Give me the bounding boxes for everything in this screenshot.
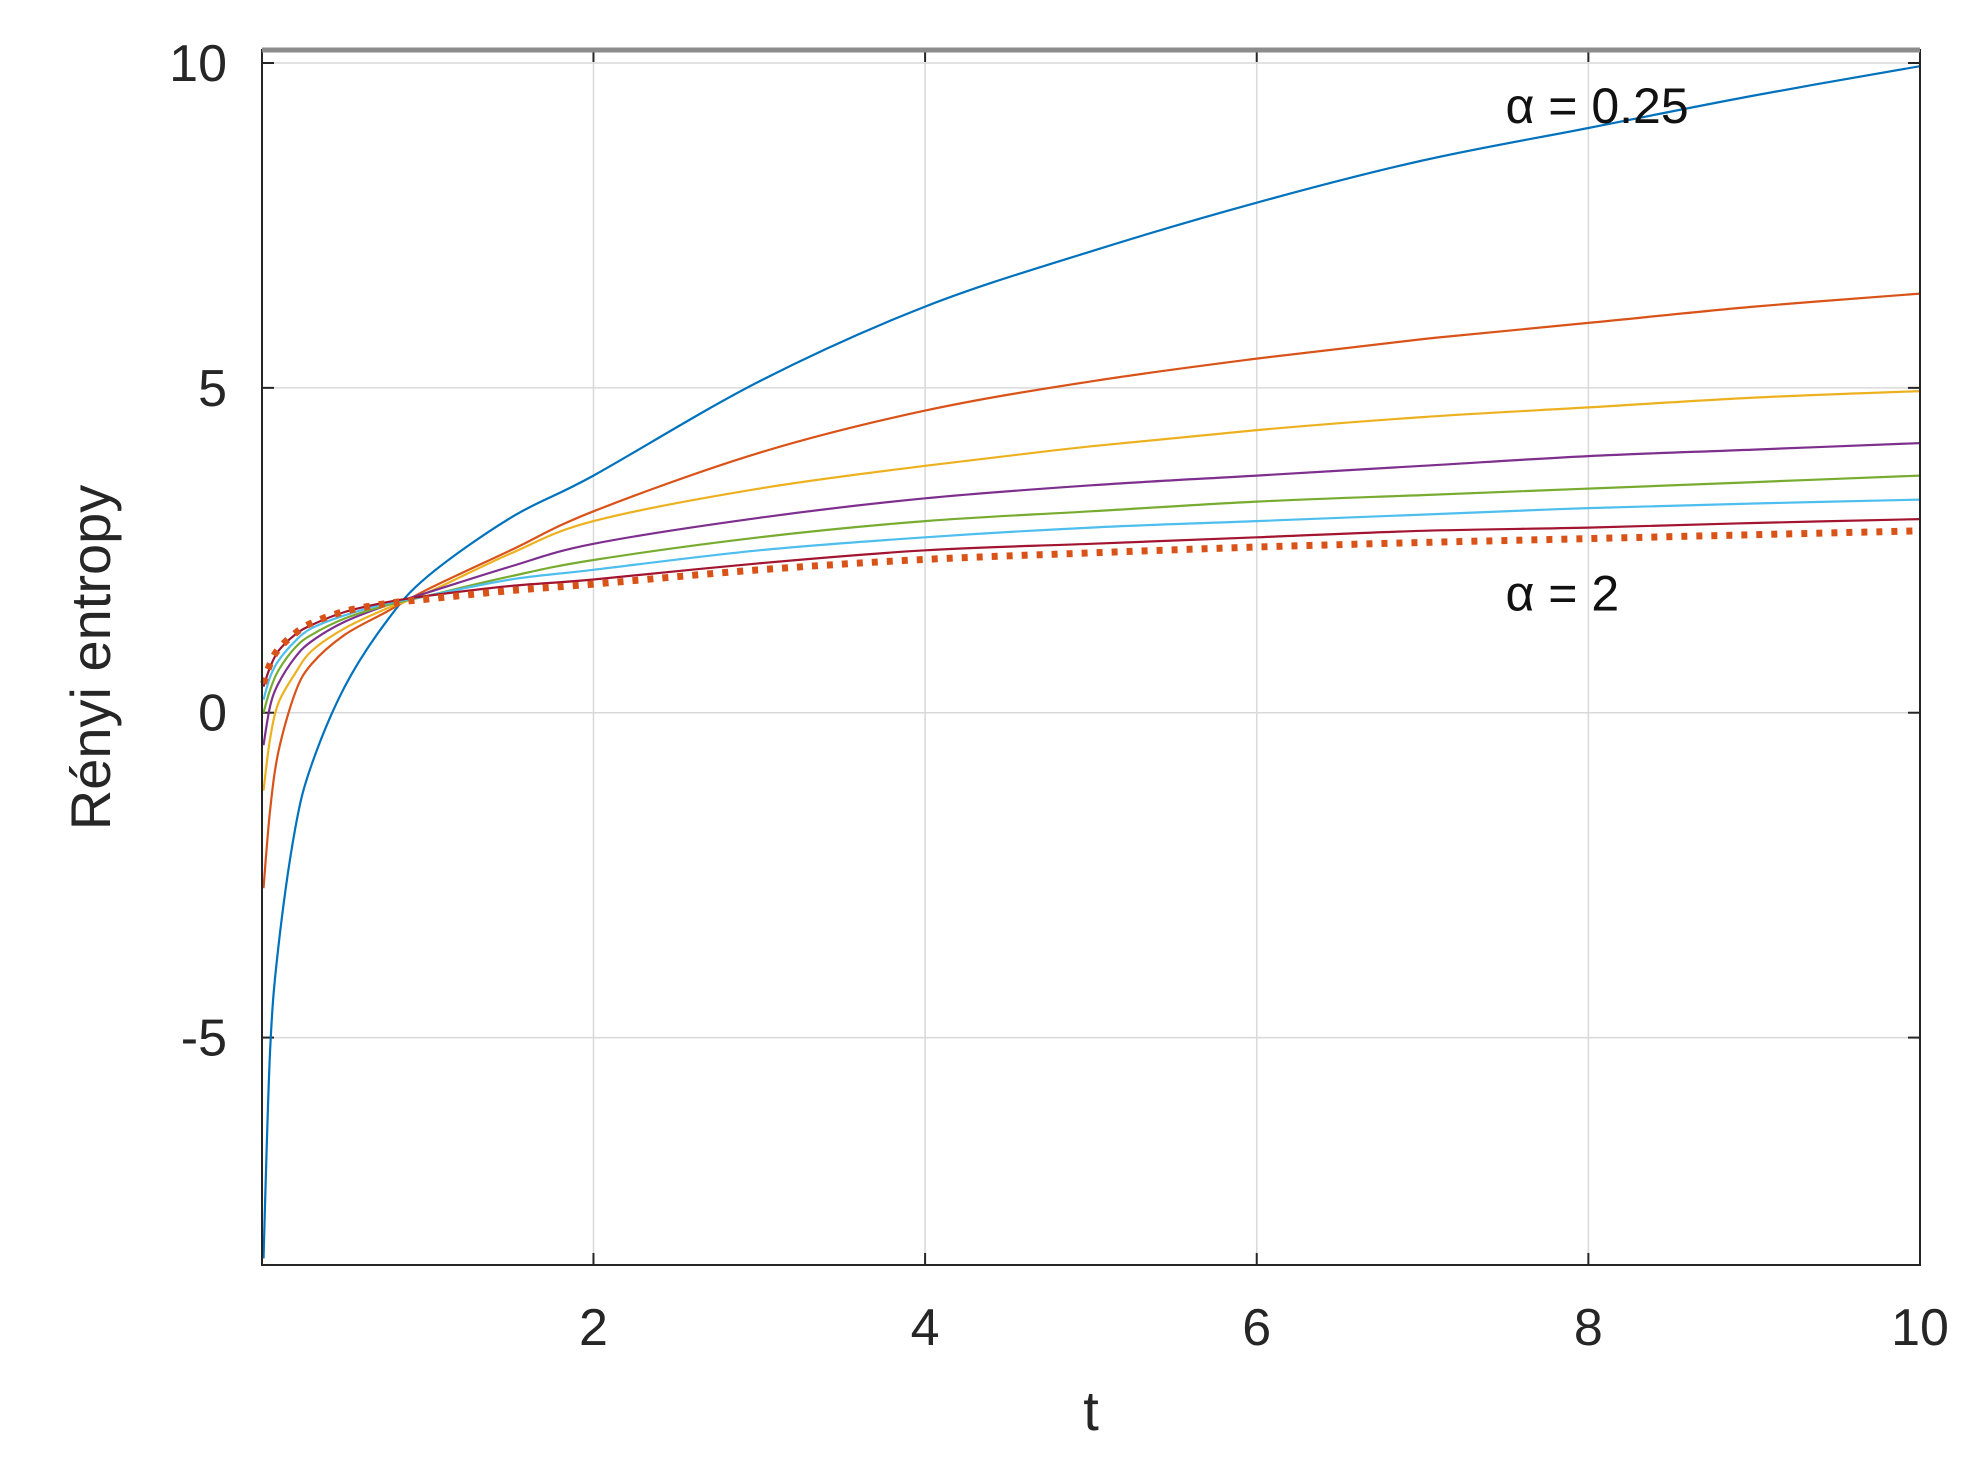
series-line-1 [262,65,1921,1259]
x-tick-label: 4 [911,1299,940,1357]
plot-area-border [261,49,1921,1266]
y-tick-label: 10 [169,35,227,93]
x-tick-label: 6 [1242,1299,1271,1357]
series-lines [260,65,1921,1259]
y-axis-label: Rényi entropy [59,485,122,831]
annotation-2: α = 2 [1505,566,1619,622]
y-tick-label: 0 [198,685,227,743]
series-line-7 [262,518,1921,688]
x-axis-label: t [1083,1379,1099,1442]
series-line-2 [262,292,1921,889]
series-line-5 [262,474,1921,714]
x-tick-label: 10 [1891,1299,1949,1357]
x-tick-label: 8 [1574,1299,1603,1357]
series-line-6 [262,498,1921,701]
series-line-3 [262,390,1921,791]
axis-ticks [262,50,1921,1265]
tick-labels: 2 4 6 8 10 -5 0 5 10 [169,35,1949,1357]
annotations: α = 0.25 α = 2 [1505,78,1688,621]
x-tick-label: 2 [579,1299,608,1357]
annotation-1: α = 0.25 [1505,78,1688,134]
grid-lines [262,50,1921,1265]
y-tick-label: -5 [181,1010,227,1068]
series-line-4 [262,442,1921,746]
y-tick-label: 5 [198,360,227,418]
